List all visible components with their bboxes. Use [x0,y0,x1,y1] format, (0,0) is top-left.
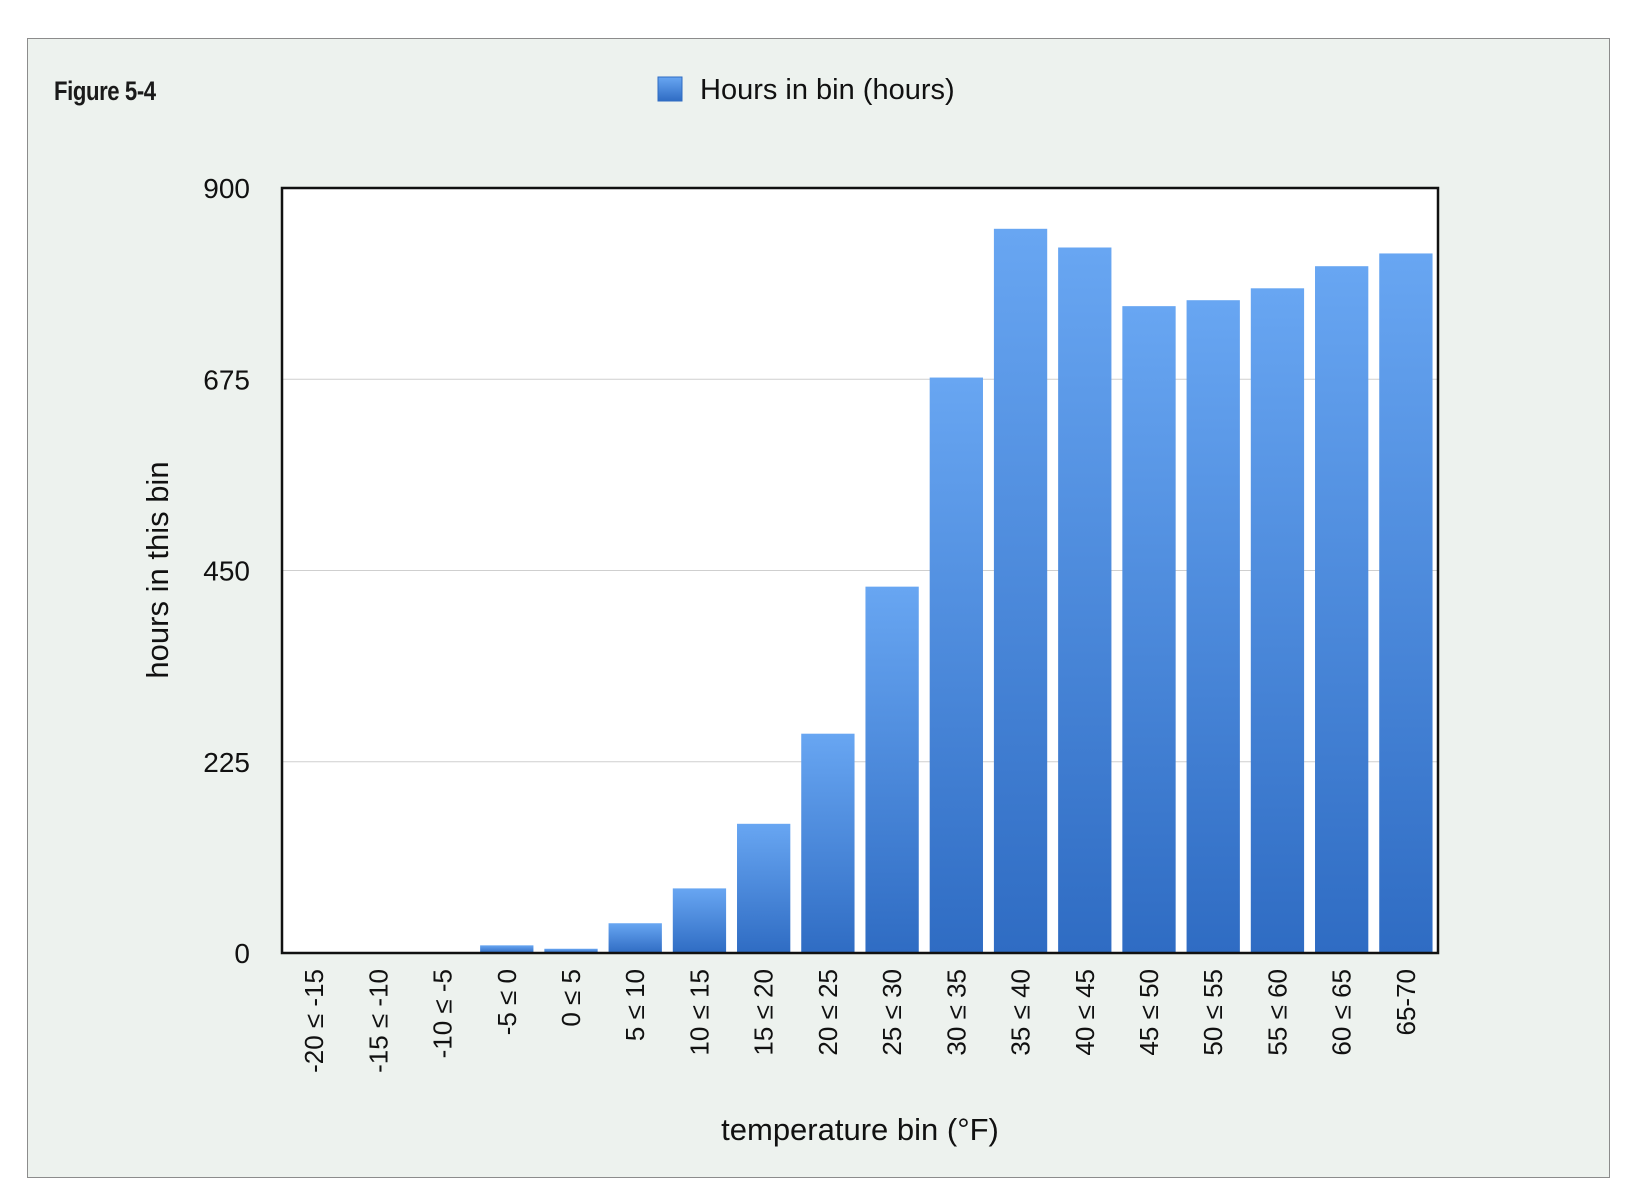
x-category-label: 5 ≤ 10 [620,969,650,1041]
y-tick-label: 900 [203,173,250,204]
y-axis-title: hours in this bin [140,461,175,678]
bar [993,228,1048,954]
bar [1122,306,1176,953]
y-tick-label: 225 [203,747,250,778]
x-category-label: 30 ≤ 35 [941,969,971,1056]
bar [929,377,983,953]
x-category-label: 15 ≤ 20 [749,969,779,1056]
legend-swatch [657,76,683,102]
bar [1315,266,1369,953]
x-category-label: -20 ≤ -15 [299,969,329,1073]
bar [1058,247,1112,953]
plot-border [280,186,1440,955]
x-category-label: -10 ≤ -5 [428,969,458,1058]
x-category-label: -15 ≤ -10 [363,969,393,1073]
x-category-label: 25 ≤ 30 [877,969,907,1056]
bar [865,586,919,953]
y-tick-labels: 0 225 450 675 900 [203,173,250,969]
x-category-label: 20 ≤ 25 [813,969,843,1056]
y-tick-label: 675 [203,364,250,395]
bar [1250,288,1305,953]
bar [480,945,534,953]
bars [480,228,1433,954]
legend-label: Hours in bin (hours) [700,74,955,106]
bar [1186,300,1240,953]
bar [801,733,855,953]
x-category-label: 50 ≤ 55 [1198,969,1228,1056]
x-category-label: 65-70 [1391,969,1421,1036]
x-category-labels: -20 ≤ -15 -15 ≤ -10 -10 ≤ -5 -5 ≤ 0 0 ≤ 5 5 ≤… [299,969,1421,1073]
y-tick-label: 0 [234,938,250,969]
x-category-label: -5 ≤ 0 [492,969,522,1035]
bar [544,948,598,953]
bar [672,888,727,953]
x-axis-title: temperature bin (°F) [721,1112,999,1147]
legend: Hours in bin (hours) [657,74,955,106]
bar [737,823,791,953]
x-category-label: 40 ≤ 45 [1070,969,1100,1056]
x-category-label: 35 ≤ 40 [1006,969,1036,1056]
x-category-label: 45 ≤ 50 [1134,969,1164,1056]
x-category-label: 60 ≤ 65 [1327,969,1357,1056]
x-category-label: 10 ≤ 15 [684,969,714,1056]
gridlines [282,378,1438,763]
y-tick-label: 450 [203,556,250,587]
figure-label: Figure 5-4 [54,76,156,106]
x-category-label: 55 ≤ 60 [1262,969,1292,1056]
x-category-label: 0 ≤ 5 [556,969,586,1027]
bar [1379,253,1433,953]
bar [608,923,662,953]
